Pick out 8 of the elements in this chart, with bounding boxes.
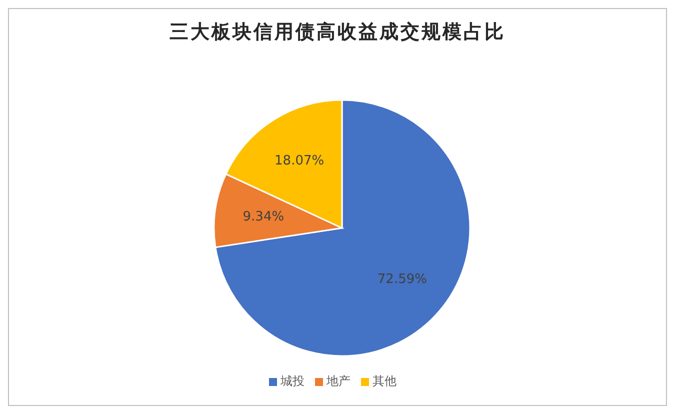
- data-label: 72.59%: [377, 272, 427, 288]
- chart-title: 三大板块信用债高收益成交规模占比: [168, 20, 506, 45]
- pie-slice: [214, 99, 471, 357]
- legend-label: 其他: [372, 374, 396, 388]
- legend-label: 地产: [326, 374, 350, 388]
- data-label: 18.07%: [274, 154, 324, 169]
- data-label: 9.34%: [242, 209, 284, 224]
- legend-label: 城投: [280, 374, 304, 388]
